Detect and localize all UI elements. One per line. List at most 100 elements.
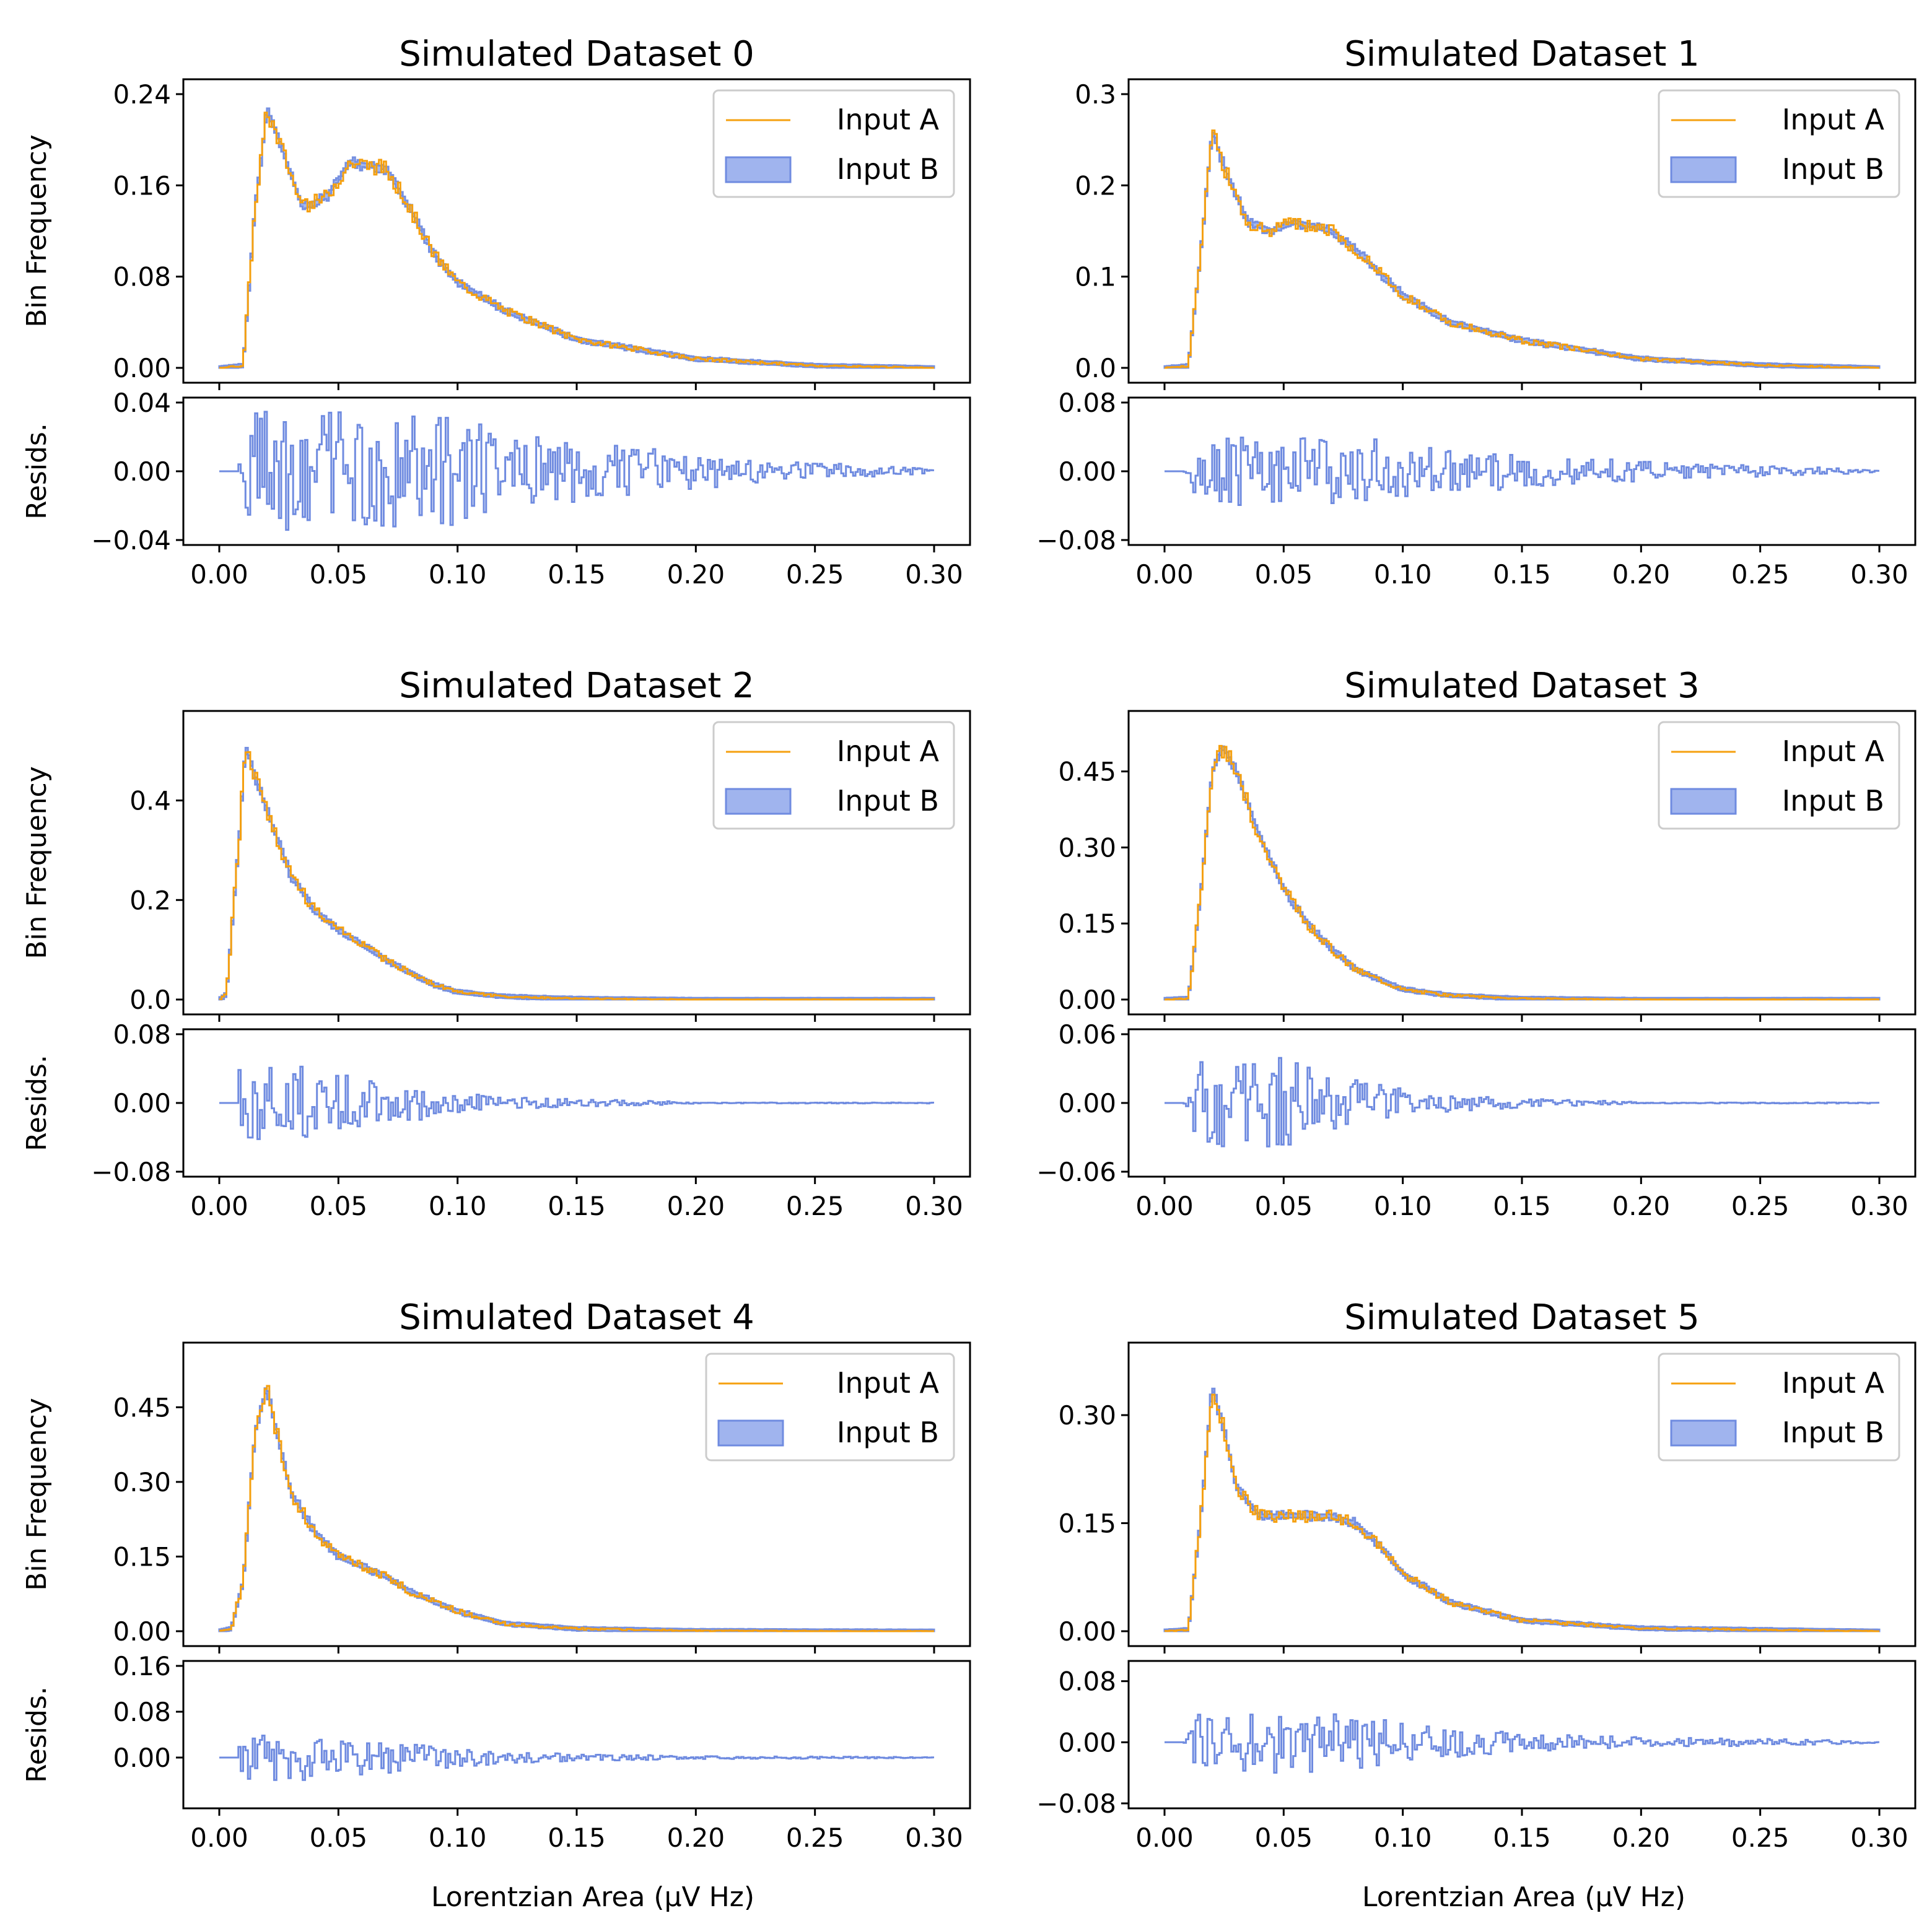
y-tick-label: 0.08 bbox=[113, 262, 171, 292]
legend-swatch-input-b bbox=[1670, 788, 1737, 815]
series-input-a bbox=[1165, 129, 1879, 369]
resid-y-tick-label: 0.08 bbox=[113, 1019, 171, 1050]
legend-label-input-a: Input A bbox=[837, 734, 940, 768]
resid-y-tick-label: −0.06 bbox=[1036, 1157, 1116, 1187]
chart-panel-2: 0.0 0.2 0.4 Simulated Dataset 2 Bin Frequenc… bbox=[21, 666, 971, 1221]
y-tick-label: 0.00 bbox=[1058, 985, 1116, 1015]
series-residuals bbox=[219, 1065, 934, 1140]
x-tick-label: 0.25 bbox=[786, 1823, 844, 1853]
chart-title: Simulated Dataset 1 bbox=[1344, 34, 1700, 74]
y-tick-label: 0.45 bbox=[1058, 757, 1116, 787]
x-tick-label: 0.10 bbox=[429, 559, 487, 590]
x-tick-label: 0.25 bbox=[786, 1191, 844, 1221]
y-tick-label: 0.45 bbox=[113, 1392, 171, 1423]
x-tick-label: 0.20 bbox=[1612, 559, 1671, 590]
series-input-a bbox=[219, 111, 934, 369]
chart-title: Simulated Dataset 4 bbox=[399, 1297, 754, 1338]
y-tick-label: 0.00 bbox=[113, 1616, 171, 1647]
chart-title: Simulated Dataset 0 bbox=[399, 34, 754, 74]
resid-plot-area bbox=[183, 1661, 970, 1808]
x-tick-label: 0.20 bbox=[667, 1823, 725, 1853]
resid-y-tick-label: 0.00 bbox=[113, 1743, 171, 1773]
legend-label-input-a: Input A bbox=[837, 103, 940, 136]
y-tick-label: 0.2 bbox=[1075, 170, 1116, 201]
legend-swatch-input-b bbox=[1670, 1419, 1737, 1447]
series-input-a bbox=[1165, 744, 1879, 1001]
resid-plot-area bbox=[1129, 1661, 1915, 1808]
legend-label-input-a: Input A bbox=[1782, 1366, 1885, 1400]
resid-y-tick-label: 0.08 bbox=[1058, 1667, 1116, 1697]
x-tick-label: 0.00 bbox=[190, 1191, 248, 1221]
y-tick-label: 0.15 bbox=[113, 1541, 171, 1572]
y-tick-label: 0.16 bbox=[113, 170, 171, 201]
x-tick-label: 0.10 bbox=[429, 1191, 487, 1221]
legend-label-input-b: Input B bbox=[1782, 152, 1884, 186]
series-residuals bbox=[1165, 1713, 1879, 1774]
resid-y-tick-label: −0.08 bbox=[91, 1157, 171, 1187]
x-tick-label: 0.15 bbox=[548, 1191, 606, 1221]
chart-panel-0: 0.00 0.08 0.16 0.24 Simulated Dataset 0 Bin F… bbox=[21, 34, 971, 590]
legend-swatch-input-b bbox=[717, 1419, 784, 1447]
legend-label-input-b: Input B bbox=[837, 152, 939, 186]
x-tick-label: 0.05 bbox=[1255, 559, 1313, 590]
y-tick-label: 0.30 bbox=[1058, 1400, 1116, 1431]
x-tick-label: 0.25 bbox=[1731, 559, 1790, 590]
y-tick-label: 0.30 bbox=[1058, 832, 1116, 863]
x-tick-label: 0.25 bbox=[1731, 1823, 1790, 1853]
y-tick-label: 0.00 bbox=[113, 353, 171, 383]
x-tick-label: 0.15 bbox=[1493, 1823, 1551, 1853]
y-axis-label: Bin Frequency bbox=[21, 766, 53, 959]
resid-y-tick-label: 0.00 bbox=[1058, 1727, 1116, 1758]
series-input-a bbox=[219, 1385, 934, 1632]
x-tick-label: 0.00 bbox=[190, 559, 248, 590]
y-tick-label: 0.15 bbox=[1058, 1509, 1116, 1539]
x-tick-label: 0.30 bbox=[1850, 1823, 1908, 1853]
series-residuals bbox=[1165, 437, 1879, 506]
x-tick-label: 0.30 bbox=[905, 559, 963, 590]
legend-label-input-b: Input B bbox=[837, 1416, 939, 1449]
x-tick-label: 0.00 bbox=[190, 1823, 248, 1853]
resid-y-tick-label: 0.00 bbox=[1058, 1088, 1116, 1118]
resid-y-tick-label: 0.16 bbox=[113, 1651, 171, 1681]
y-tick-label: 0.0 bbox=[129, 985, 171, 1015]
series-residuals bbox=[219, 1735, 934, 1781]
x-tick-label: 0.05 bbox=[310, 1823, 368, 1853]
x-tick-label: 0.20 bbox=[667, 559, 725, 590]
x-tick-label: 0.00 bbox=[1135, 1191, 1194, 1221]
y-tick-label: 0.24 bbox=[113, 79, 171, 110]
x-axis-label-left: Lorentzian Area (μV Hz) bbox=[431, 1881, 754, 1913]
chart-title: Simulated Dataset 2 bbox=[399, 666, 754, 706]
resid-axis-label: Resids. bbox=[21, 1686, 53, 1783]
legend-swatch-input-b bbox=[725, 788, 792, 815]
x-tick-label: 0.00 bbox=[1135, 1823, 1194, 1853]
legend-swatch-input-b bbox=[1670, 156, 1737, 183]
x-tick-label: 0.05 bbox=[1255, 1191, 1313, 1221]
legend-label-input-a: Input A bbox=[1782, 103, 1885, 136]
y-tick-label: 0.15 bbox=[1058, 909, 1116, 939]
resid-y-tick-label: 0.00 bbox=[113, 456, 171, 487]
chart-panel-5: 0.00 0.15 0.30 Simulated Dataset 5 Input A In… bbox=[1036, 1297, 1917, 1853]
series-input-b bbox=[218, 747, 935, 1001]
legend-swatch-input-b bbox=[725, 156, 792, 183]
resid-y-tick-label: −0.08 bbox=[1036, 525, 1116, 556]
resid-y-tick-label: −0.08 bbox=[1036, 1789, 1116, 1819]
legend-label-input-b: Input B bbox=[1782, 1416, 1884, 1449]
y-tick-label: 0.0 bbox=[1075, 353, 1116, 383]
x-tick-label: 0.20 bbox=[1612, 1191, 1671, 1221]
series-input-a bbox=[1165, 1393, 1879, 1632]
x-tick-label: 0.15 bbox=[548, 559, 606, 590]
x-tick-label: 0.10 bbox=[429, 1823, 487, 1853]
x-tick-label: 0.15 bbox=[1493, 1191, 1551, 1221]
legend-label-input-b: Input B bbox=[1782, 784, 1884, 817]
y-tick-label: 0.4 bbox=[129, 786, 171, 816]
resid-y-tick-label: 0.08 bbox=[1058, 388, 1116, 418]
x-tick-label: 0.25 bbox=[786, 559, 844, 590]
y-tick-label: 0.3 bbox=[1075, 79, 1116, 110]
series-residuals bbox=[219, 411, 934, 531]
x-tick-label: 0.20 bbox=[1612, 1823, 1671, 1853]
series-input-a bbox=[219, 751, 934, 1001]
y-tick-label: 0.00 bbox=[1058, 1616, 1116, 1647]
x-tick-label: 0.30 bbox=[905, 1823, 963, 1853]
resid-axis-label: Resids. bbox=[21, 1055, 53, 1151]
